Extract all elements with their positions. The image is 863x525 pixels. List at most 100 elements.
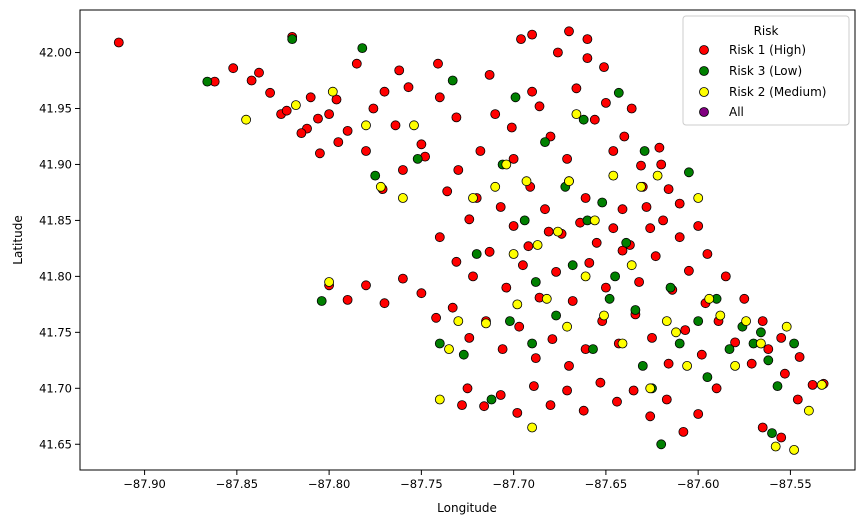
data-point-risk-1-high: [617, 204, 628, 215]
data-point-risk-1-high: [296, 128, 307, 139]
data-point-risk-3-low: [693, 316, 704, 327]
data-point-risk-3-low: [639, 146, 650, 156]
data-point-risk-1-high: [776, 332, 787, 343]
points-layer: [113, 26, 829, 455]
data-point-risk-2-medium: [434, 394, 445, 405]
data-point-risk-1-high: [674, 232, 685, 243]
data-point-risk-2-medium: [490, 181, 501, 192]
data-point-risk-1-high: [512, 407, 523, 418]
data-point-risk-1-high: [416, 139, 427, 150]
data-point-risk-1-high: [416, 288, 427, 299]
x-tick-label: −87.70: [492, 477, 535, 491]
data-point-risk-3-low: [527, 338, 537, 349]
y-axis: 41.65 41.70 41.75 41.80 41.85 41.90 41.95 42.00: [39, 46, 80, 451]
x-tick-label: −87.85: [216, 477, 259, 491]
legend-box: [682, 15, 850, 126]
data-point-risk-3-low: [370, 170, 381, 181]
data-point-risk-1-high: [794, 352, 805, 362]
data-point-risk-3-low: [656, 439, 667, 450]
data-point-risk-1-high: [351, 58, 362, 69]
data-point-risk-2-medium: [626, 260, 637, 271]
data-point-risk-1-high: [591, 237, 602, 248]
data-point-risk-3-low: [434, 338, 445, 349]
data-point-risk-1-high: [661, 394, 672, 405]
data-point-risk-1-high: [501, 282, 512, 293]
data-point-risk-1-high: [776, 432, 787, 443]
y-axis-label: Latitude: [11, 215, 25, 264]
data-point-risk-1-high: [807, 379, 818, 390]
data-point-risk-2-medium: [541, 293, 552, 304]
data-point-risk-2-medium: [564, 176, 574, 187]
data-point-risk-2-medium: [444, 344, 454, 355]
data-point-risk-2-medium: [781, 321, 792, 332]
data-point-risk-1-high: [678, 426, 689, 437]
data-point-risk-1-high: [553, 47, 563, 58]
data-point-risk-1-high: [403, 82, 414, 93]
data-point-risk-2-medium: [816, 379, 827, 390]
data-point-risk-2-medium: [770, 441, 781, 452]
y-tick-label: 42.00: [39, 46, 72, 60]
data-point-risk-1-high: [589, 114, 600, 125]
data-point-risk-3-low: [316, 296, 327, 306]
legend-label-high: Risk 1 (High): [729, 43, 806, 57]
data-point-risk-3-low: [567, 260, 578, 271]
data-point-risk-1-high: [580, 193, 591, 203]
data-point-risk-1-high: [792, 394, 803, 405]
data-point-risk-3-low: [604, 293, 615, 304]
data-point-risk-1-high: [617, 245, 628, 256]
y-tick-label: 41.65: [39, 437, 72, 451]
data-point-risk-1-high: [567, 296, 578, 306]
data-point-risk-2-medium: [617, 338, 628, 349]
data-point-risk-1-high: [739, 293, 750, 304]
data-point-risk-3-low: [202, 76, 213, 87]
data-point-risk-1-high: [545, 400, 556, 411]
data-point-risk-3-low: [724, 344, 735, 355]
legend-marker-all: [699, 107, 709, 117]
data-point-risk-1-high: [447, 302, 458, 313]
data-point-risk-1-high: [663, 184, 674, 195]
data-point-risk-2-medium: [645, 383, 656, 394]
data-point-risk-1-high: [608, 223, 619, 234]
data-point-risk-2-medium: [241, 114, 252, 125]
data-point-risk-1-high: [578, 405, 589, 416]
data-point-risk-2-medium: [375, 181, 386, 192]
data-point-risk-2-medium: [481, 318, 491, 329]
legend-title: Risk: [754, 24, 779, 38]
data-point-risk-1-high: [324, 109, 335, 119]
data-point-risk-1-high: [562, 153, 572, 164]
data-point-risk-1-high: [564, 360, 574, 371]
data-point-risk-2-medium: [361, 120, 371, 131]
data-point-risk-2-medium: [693, 193, 704, 203]
data-point-risk-1-high: [656, 159, 667, 170]
data-point-risk-1-high: [571, 83, 582, 94]
data-point-risk-2-medium: [741, 316, 751, 327]
data-point-risk-1-high: [431, 312, 442, 323]
data-point-risk-2-medium: [562, 321, 572, 332]
data-point-risk-2-medium: [397, 193, 408, 203]
data-point-risk-1-high: [475, 146, 486, 156]
data-point-risk-1-high: [490, 109, 501, 119]
data-point-risk-1-high: [361, 280, 371, 291]
x-tick-label: −87.55: [769, 477, 812, 491]
data-point-risk-1-high: [265, 87, 276, 98]
data-point-risk-1-high: [254, 67, 264, 78]
data-point-risk-1-high: [658, 215, 668, 226]
data-point-risk-1-high: [650, 251, 661, 262]
data-point-risk-1-high: [497, 344, 508, 355]
data-point-risk-2-medium: [324, 277, 335, 287]
data-point-risk-1-high: [680, 325, 691, 336]
data-point-risk-3-low: [772, 381, 783, 392]
data-point-risk-1-high: [543, 226, 554, 237]
data-point-risk-1-high: [730, 337, 740, 348]
y-tick-label: 41.90: [39, 157, 72, 171]
data-point-risk-1-high: [674, 198, 685, 209]
data-point-risk-2-medium: [527, 422, 537, 433]
data-point-risk-3-low: [510, 92, 521, 103]
data-point-risk-1-high: [495, 390, 506, 400]
data-point-risk-1-high: [534, 101, 545, 112]
data-point-risk-2-medium: [636, 181, 646, 192]
data-point-risk-2-medium: [501, 159, 512, 170]
data-point-risk-1-high: [361, 146, 371, 156]
data-point-risk-1-high: [281, 105, 292, 116]
data-point-risk-1-high: [626, 103, 637, 114]
